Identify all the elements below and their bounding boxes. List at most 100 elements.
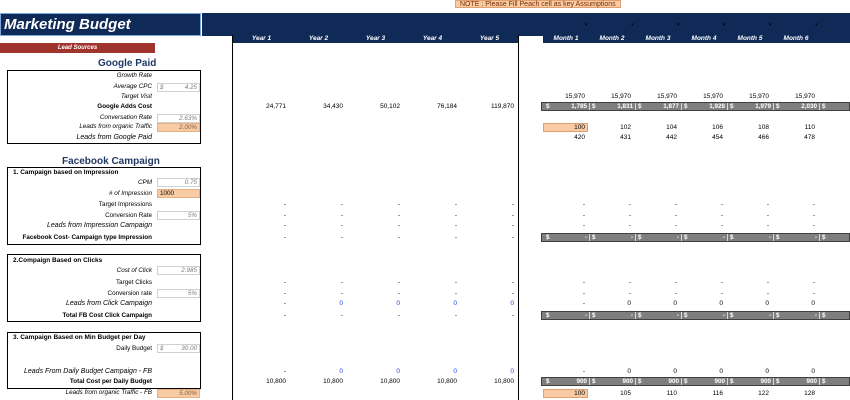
daily-total-cost-year: 10,800 <box>323 378 343 385</box>
click-row-label: Conversion rate <box>107 290 152 297</box>
click-conversion-rate-input[interactable]: 5% <box>157 289 200 298</box>
daily-budget-input[interactable]: $30.00 <box>157 344 200 353</box>
daily-row-label: Leads From Daily Budget Campaign - FB <box>24 368 152 375</box>
daily-total-cost-months-row: $900 $900 $900 $900 $900 $900 $ <box>541 377 850 386</box>
click-conversion-value: - <box>397 290 400 297</box>
target-impressions-value: - <box>283 201 286 208</box>
target-visit-value: 15,970 <box>565 93 585 100</box>
daily-leads-value: 0 <box>453 368 457 375</box>
click-cost-year: - <box>511 312 514 319</box>
daily-leads-value: 0 <box>510 368 514 375</box>
target-visit-value: 15,970 <box>795 93 815 100</box>
click-leads-value: 0 <box>811 300 815 307</box>
daily-leads-value: 0 <box>339 368 343 375</box>
daily-budget-campaign-header: 3. Campaign Based on Min Budget per Day <box>13 334 146 341</box>
google-paid-box <box>7 70 201 144</box>
google-adds-cost-year: 119,870 <box>490 103 514 110</box>
impression-conversion-rate-input[interactable]: 5% <box>157 211 200 220</box>
google-organic-month-value: 104 <box>666 124 677 131</box>
click-conversion-value: - <box>340 290 343 297</box>
impression-conversion-value: - <box>766 212 769 219</box>
google-adds-cost-month: $1,785 <box>544 103 590 110</box>
impression-leads-value: - <box>397 222 400 229</box>
google-conversion-rate-input[interactable]: 2.63% <box>157 114 200 123</box>
impression-cost-year: - <box>283 234 286 241</box>
daily-total-cost-months-row-cell: $900 <box>774 378 820 385</box>
click-cost-months-row-cell: $ - <box>728 312 774 319</box>
click-cost-months-row-cell: $ - <box>590 312 636 319</box>
google-adds-cost-month: $2,030 <box>774 103 820 110</box>
average-cpc-input[interactable]: $4.25 <box>157 83 200 92</box>
click-leads-value: 0 <box>339 300 343 307</box>
google-organic-month1-input[interactable]: 100 <box>543 123 588 132</box>
cost-of-click-input[interactable]: 2.985 <box>157 266 200 275</box>
click-cost-months-row-cell: $ - <box>774 312 820 319</box>
impression-campaign-header: 1. Campaign based on Impression <box>13 169 119 176</box>
google-row-label: Google Adds Cost <box>97 103 152 110</box>
impression-cost-year: - <box>454 234 457 241</box>
month-header: Month 4 <box>681 35 727 43</box>
fb-organic-month-value: 105 <box>620 390 631 397</box>
target-visit-value: 15,970 <box>703 93 723 100</box>
daily-total-cost-year: 10,800 <box>437 378 457 385</box>
impression-leads-value: - <box>766 222 769 229</box>
click-cost-months-row-cell: $ - <box>682 312 728 319</box>
impression-leads-value: - <box>628 222 631 229</box>
impression-conversion-value: - <box>628 212 631 219</box>
google-adds-cost-month: $1,928 <box>682 103 728 110</box>
target-visit-value: 15,970 <box>657 93 677 100</box>
target-impressions-value: - <box>720 201 723 208</box>
fb-organic-month-value: 122 <box>758 390 769 397</box>
fb-organic-month1-input[interactable]: 100 <box>543 389 588 398</box>
click-leads-value: 0 <box>396 300 400 307</box>
target-impressions-value: - <box>582 201 585 208</box>
daily-row-label: Daily Budget <box>116 345 152 352</box>
impression-conversion-value: - <box>454 212 457 219</box>
lead-sources-header: Lead Sources <box>0 43 155 53</box>
google-adds-cost-year: 50,102 <box>380 103 400 110</box>
target-clicks-value: - <box>766 279 769 286</box>
google-adds-cost-month: $1,831 <box>590 103 636 110</box>
fb-organic-rate-input[interactable]: 5.00% <box>157 389 200 398</box>
daily-leads-value: 0 <box>673 368 677 375</box>
month-tick: ▾ <box>815 22 818 28</box>
google-paid-leads-month: 431 <box>620 134 631 141</box>
target-clicks-value: - <box>397 279 400 286</box>
daily-total-cost-months-row-cell: $900 <box>590 378 636 385</box>
year-header: Year 1 <box>233 35 290 43</box>
click-cost-year: - <box>454 312 457 319</box>
daily-leads-value: 0 <box>811 368 815 375</box>
cpm-input[interactable]: 0.75 <box>157 178 200 187</box>
num-impressions-input[interactable]: 1000 <box>157 189 200 198</box>
target-clicks-value: - <box>812 279 815 286</box>
month-header: Month 5 <box>727 35 773 43</box>
google-adds-cost-year: 34,430 <box>323 103 343 110</box>
daily-leads-value: 0 <box>765 368 769 375</box>
target-clicks-value: - <box>582 279 585 286</box>
daily-budget-campaign-box <box>7 332 201 389</box>
google-adds-cost-month-overflow: $ <box>820 103 850 110</box>
sheet-title: Marketing Budget <box>4 16 131 33</box>
title-cell[interactable]: Marketing Budget <box>0 13 201 36</box>
daily-total-cost-year: 10,800 <box>266 378 286 385</box>
click-cost-months-row-overflow: $ <box>820 312 850 319</box>
google-adds-cost-month: $1,979 <box>728 103 774 110</box>
fb-organic-month-value: 110 <box>666 390 677 397</box>
target-impressions-value: - <box>674 201 677 208</box>
google-adds-cost-month: $1,877 <box>636 103 682 110</box>
click-row-label: Target Clicks <box>115 279 152 286</box>
daily-total-cost-months-row-cell: $900 <box>728 378 774 385</box>
month-header-overflow <box>819 35 850 43</box>
impression-conversion-value: - <box>674 212 677 219</box>
target-clicks-value: - <box>454 279 457 286</box>
click-campaign-header: 2.Compaign Based on Clicks <box>13 257 103 264</box>
year-header: Year 5 <box>461 35 518 43</box>
daily-total-cost-months-row-overflow: $ <box>820 378 850 385</box>
daily-total-cost-year: 10,800 <box>494 378 514 385</box>
google-organic-rate-input[interactable]: 2.00% <box>157 123 200 132</box>
click-leads-value: 0 <box>510 300 514 307</box>
target-visit-value: 15,970 <box>749 93 769 100</box>
daily-leads-value: - <box>582 368 585 375</box>
impression-leads-value: - <box>720 222 723 229</box>
daily-leads-value: 0 <box>396 368 400 375</box>
